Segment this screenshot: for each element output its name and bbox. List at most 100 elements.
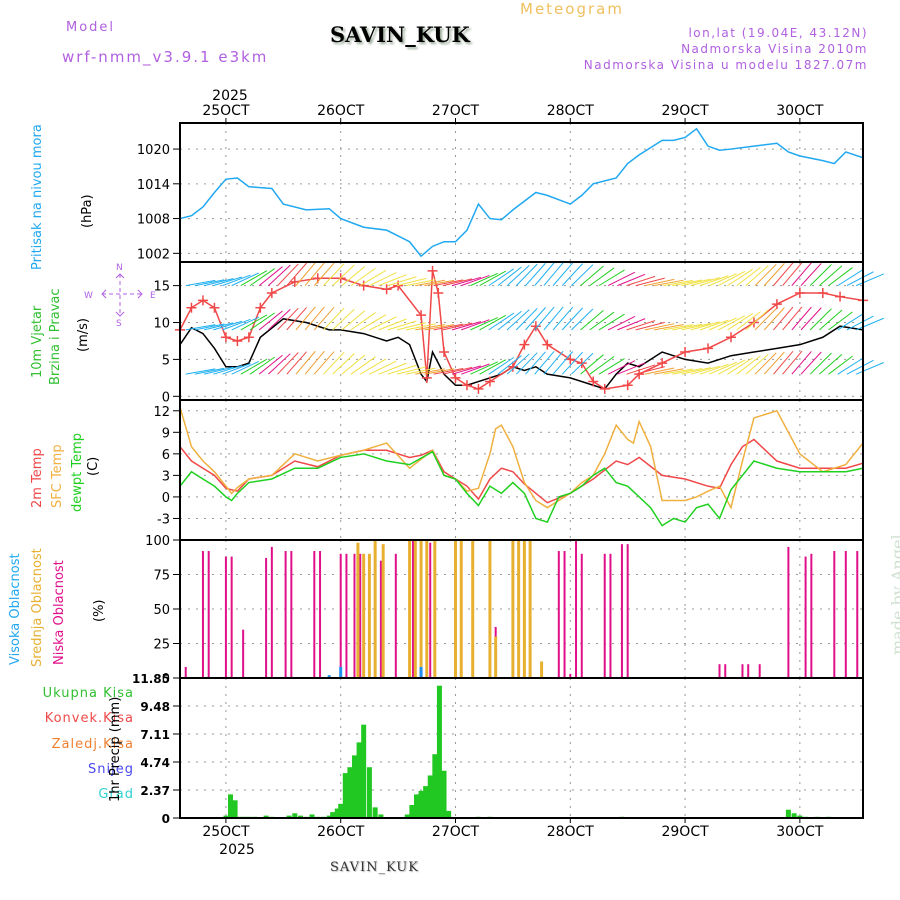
wind-arrow bbox=[249, 356, 276, 375]
wind-arrow bbox=[222, 318, 251, 331]
x-tick-label-top: 28OCT bbox=[547, 103, 595, 119]
wind-arrow bbox=[396, 322, 427, 331]
wind-arrow bbox=[607, 315, 636, 331]
y-tick-label: 5 bbox=[162, 353, 170, 368]
wind-arrow bbox=[488, 312, 515, 331]
wind-arrow bbox=[387, 320, 417, 331]
wind-arrow bbox=[617, 318, 646, 331]
cloud-bar bbox=[242, 629, 245, 678]
precip-bar bbox=[427, 775, 433, 818]
cloud-bar bbox=[184, 666, 187, 678]
precip-bar bbox=[366, 767, 372, 818]
year-label-bottom: 2025 bbox=[219, 842, 255, 858]
cloud-bar bbox=[319, 551, 322, 678]
gust-marker bbox=[484, 376, 495, 387]
cloud-bar bbox=[810, 553, 813, 678]
cloud-bar bbox=[609, 553, 612, 678]
x-tick-label-top: 29OCT bbox=[661, 103, 709, 119]
cloud-bar bbox=[724, 664, 727, 678]
cloud-bar bbox=[356, 542, 360, 678]
wind-arrow bbox=[378, 362, 407, 375]
cloud-bar bbox=[353, 553, 356, 678]
wind-arrow bbox=[837, 269, 864, 287]
gust-marker bbox=[588, 376, 599, 387]
cloud-bar bbox=[747, 664, 750, 678]
gust-marker bbox=[542, 339, 553, 350]
wind-arrow bbox=[350, 312, 376, 331]
wind-arrow bbox=[718, 315, 746, 331]
cloud-bar bbox=[741, 664, 744, 678]
cloud-bar bbox=[339, 553, 342, 678]
panel-frame bbox=[179, 677, 864, 819]
wind-arrow bbox=[387, 276, 417, 287]
wind-arrow bbox=[791, 306, 812, 331]
wind-arrow bbox=[653, 279, 684, 287]
wind-arrow bbox=[635, 366, 665, 375]
gust-marker bbox=[416, 310, 427, 321]
wind-arrow bbox=[268, 309, 291, 331]
model-elevation-label: Nadmorska Visina u modelu 1827.07m bbox=[583, 58, 868, 72]
wind-arrow bbox=[268, 264, 291, 286]
cloud-bar bbox=[201, 551, 204, 678]
wind-arrow bbox=[782, 262, 803, 286]
cloud-bar bbox=[488, 540, 492, 678]
wind-arrow bbox=[341, 266, 366, 286]
chart-marks bbox=[175, 127, 884, 819]
wind-arrow bbox=[800, 307, 822, 331]
cloud-bar bbox=[381, 544, 385, 678]
wind-arrow bbox=[663, 324, 693, 331]
cloud-bar bbox=[224, 556, 227, 678]
gust-marker bbox=[835, 291, 846, 302]
wind-arrow bbox=[424, 324, 455, 331]
wind-arrow bbox=[249, 268, 276, 287]
wind-arrow bbox=[213, 320, 243, 331]
wind-arrow bbox=[323, 351, 345, 375]
wind-arrow bbox=[378, 274, 407, 287]
wind-arrow bbox=[350, 267, 376, 287]
model-label: Model bbox=[66, 20, 116, 35]
credit-label: made by Angel bbox=[888, 534, 900, 655]
gust-marker bbox=[358, 280, 369, 291]
cloud-bar bbox=[230, 556, 233, 678]
precip-bar bbox=[436, 685, 442, 818]
wind-arrow bbox=[773, 351, 794, 375]
wind-arrow bbox=[451, 321, 482, 331]
gust-marker bbox=[232, 335, 243, 346]
wind-arrow bbox=[708, 361, 737, 375]
wind-arrow bbox=[313, 262, 335, 286]
precip-bar bbox=[338, 803, 344, 818]
wind-arrow bbox=[552, 306, 574, 331]
wind-arrow bbox=[222, 363, 251, 375]
cloud-bar bbox=[833, 551, 836, 678]
wind-arrow bbox=[442, 278, 473, 287]
cloud-bar bbox=[844, 551, 847, 678]
x-tick-label-top: 26OCT bbox=[317, 103, 365, 119]
wind-arrow bbox=[479, 314, 507, 331]
wind-arrow bbox=[424, 368, 455, 375]
cloud-bar bbox=[425, 540, 429, 678]
cloud-bar bbox=[362, 553, 366, 678]
wind-arrow bbox=[837, 313, 864, 331]
y-tick-label: 0 bbox=[162, 672, 170, 687]
wind-arrow bbox=[589, 356, 615, 375]
wind-arrow bbox=[626, 320, 656, 331]
wind-arrow bbox=[763, 351, 785, 375]
wind-arrow bbox=[672, 323, 703, 331]
gust-marker bbox=[519, 339, 530, 350]
legend-frz-rain: Zaledj.Kisa bbox=[51, 737, 134, 752]
compass-rose-icon: N S W E bbox=[84, 263, 156, 329]
wind-arrow bbox=[791, 351, 812, 375]
wind-arrow bbox=[828, 355, 853, 375]
precip-bar bbox=[441, 770, 447, 818]
wind-arrow bbox=[800, 263, 822, 286]
cloud-bar bbox=[327, 675, 331, 678]
wind-arrow bbox=[506, 265, 530, 286]
cloud-bar bbox=[471, 540, 475, 678]
cloud-bar bbox=[345, 553, 348, 678]
wind-arrow bbox=[580, 265, 604, 286]
wind-arrow bbox=[194, 323, 225, 331]
wind-arrow bbox=[617, 362, 646, 375]
series-line-wind-speed bbox=[179, 318, 864, 390]
wind-arrow bbox=[203, 366, 234, 375]
cloud-bar bbox=[453, 540, 457, 678]
